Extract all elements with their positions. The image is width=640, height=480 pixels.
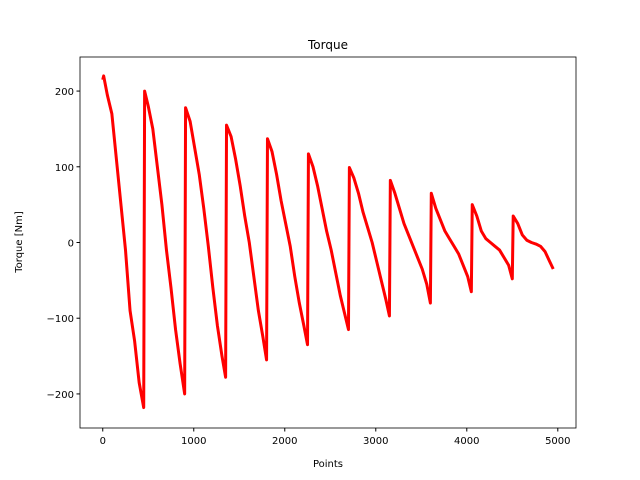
x-tick-label: 2000 — [272, 436, 297, 447]
y-tick-label: −200 — [47, 390, 74, 401]
y-tick-label: −100 — [47, 314, 74, 325]
y-tick-label: 200 — [55, 87, 74, 98]
x-tick-label: 0 — [100, 436, 106, 447]
x-tick-label: 3000 — [363, 436, 388, 447]
x-axis-label: Points — [313, 459, 343, 470]
data-line — [101, 74, 555, 410]
axes-frame — [79, 56, 577, 429]
x-tick-label: 5000 — [545, 436, 570, 447]
x-tick-label: 4000 — [454, 436, 479, 447]
y-tick-label: 100 — [55, 163, 74, 174]
x-tick-label: 1000 — [181, 436, 206, 447]
chart-title: Torque — [307, 38, 348, 52]
y-axis-label: Torque [Nm] — [14, 211, 25, 274]
y-tick-label: 0 — [68, 239, 74, 250]
